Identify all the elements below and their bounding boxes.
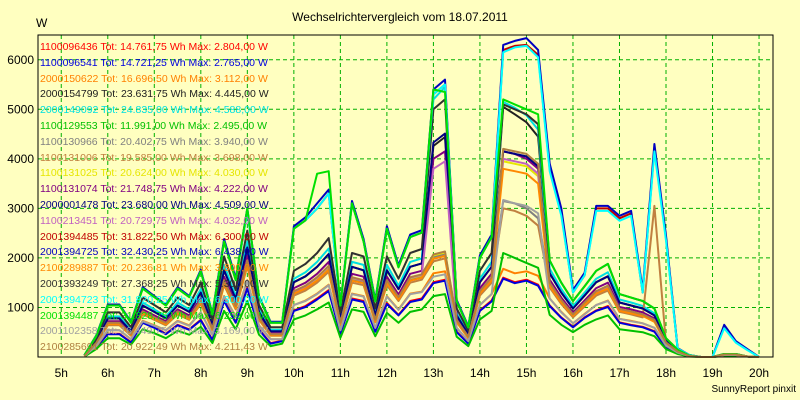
legend-item-1: 1100096541 Tot: 14.721,25 Wh Max: 2.765,… (40, 56, 268, 69)
legend-item-5: 1100129553 Tot: 11.991,00 Wh Max: 2.495,… (40, 119, 268, 132)
x-tick-label-8: 13h (423, 366, 443, 380)
x-tick-label-11: 16h (563, 366, 583, 380)
y-tick-label-3: 4000 (7, 152, 34, 166)
legend-item-9: 1100131074 Tot: 21.748,75 Wh Max: 4.222,… (40, 183, 268, 196)
x-tick-label-12: 17h (609, 366, 629, 380)
series-line-14 (83, 167, 760, 358)
legend-item-6: 1100130966 Tot: 20.402,75 Wh Max: 3.940,… (40, 135, 268, 148)
chart-title: Wechselrichtervergleich vom 18.07.2011 (292, 10, 508, 24)
x-tick-label-13: 18h (656, 366, 676, 380)
y-axis-label: W (36, 16, 48, 30)
series-line-17 (83, 88, 760, 358)
series-line-5 (83, 252, 760, 358)
x-tick-label-5: 10h (284, 366, 304, 380)
y-tick-label-2: 3000 (7, 201, 34, 215)
x-tick-label-2: 7h (148, 366, 161, 380)
x-tick-label-1: 6h (101, 366, 114, 380)
legend-item-7: 1100131006 Tot: 19.585,00 Wh Max: 3.698,… (40, 151, 268, 164)
series-line-18 (83, 199, 760, 358)
x-tick-label-10: 15h (516, 366, 536, 380)
x-tick-label-7: 12h (377, 366, 397, 380)
x-tick-label-9: 14h (470, 366, 490, 380)
y-tick-labels: 1000 2000 3000 4000 5000 6000 (7, 53, 34, 315)
x-tick-label-4: 9h (241, 366, 254, 380)
x-tick-label-6: 11h (331, 366, 350, 380)
legend-item-12: 2001394485 Tot: 31.822,50 Wh Max: 6.300,… (40, 230, 269, 243)
legend-item-0: 1100096436 Tot: 14.761,75 Wh Max: 2.804,… (40, 41, 268, 53)
legend-item-19: 2100285691 Tot: 20.922,49 Wh Max: 4.211,… (40, 341, 268, 354)
y-tick-label-0: 1000 (7, 300, 34, 314)
series-line-1 (83, 277, 760, 358)
legend-item-10: 2000001478 Tot: 23.680,00 Wh Max: 4.509,… (40, 198, 269, 211)
legend-item-18: 2001102358 Tot: 16.449,75 Wh Max: 3.169,… (40, 325, 268, 338)
y-tick-label-4: 5000 (7, 102, 34, 116)
x-tick-label-15: 20h (749, 366, 769, 380)
x-tick-labels: 5h 6h 7h 8h 9h 10h 11h 12h 13h 14h 15h 16h 17h 18h 19h… (55, 366, 769, 380)
legend-item-15: 2001393249 Tot: 27.368,25 Wh Max: 5.300,… (40, 277, 269, 290)
legend-item-2: 2000150622 Tot: 16.696,50 Wh Max: 3.112,… (40, 72, 268, 85)
footer-credit: SunnyReport pinxit (711, 384, 797, 395)
legend-item-4: 2000149092 Tot: 24.835,00 Wh Max: 4.588,… (40, 104, 269, 117)
series-lines (83, 37, 760, 358)
legend: 1100096436 Tot: 14.761,75 Wh Max: 2.804,… (40, 40, 269, 356)
y-tick-label-5: 6000 (7, 53, 34, 67)
x-tick-label-14: 19h (703, 366, 723, 380)
series-line-19 (83, 147, 760, 358)
plot-frame (37, 34, 774, 358)
legend-item-3: 2000154799 Tot: 23.631,75 Wh Max: 4.445,… (40, 88, 269, 101)
legend-item-17: 2001394487 Tot: 31.828,75 Wh Max: 6.259,… (40, 309, 269, 322)
y-tick-label-1: 2000 (7, 251, 34, 265)
x-tick-label-3: 8h (194, 366, 207, 380)
series-line-10 (83, 132, 760, 358)
x-tick-label-0: 5h (55, 366, 68, 380)
legend-item-14: 2100289887 Tot: 20.236,81 Wh Max: 3.800,… (40, 262, 269, 275)
legend-item-11: 1100213451 Tot: 20.729,75 Wh Max: 4.032,… (40, 214, 268, 227)
legend-item-16: 2001394723 Tot: 31.820,25 Wh Max: 6.300,… (40, 293, 269, 306)
legend-item-8: 1100131025 Tot: 20.624,00 Wh Max: 4.030,… (40, 167, 268, 180)
legend-item-13: 2001394725 Tot: 32.430,25 Wh Max: 6.438,… (40, 246, 269, 259)
